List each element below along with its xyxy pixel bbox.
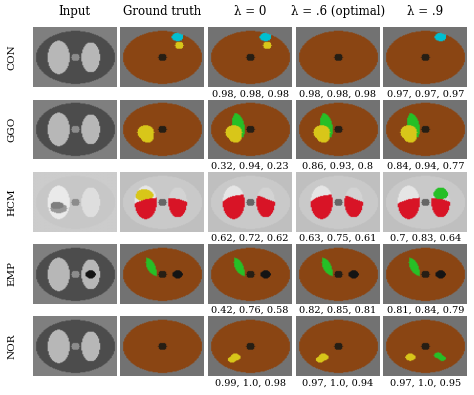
Text: 0.82, 0.85, 0.81: 0.82, 0.85, 0.81 — [299, 306, 376, 315]
Text: 0.81, 0.84, 0.79: 0.81, 0.84, 0.79 — [387, 306, 464, 315]
Text: 0.98, 0.98, 0.98: 0.98, 0.98, 0.98 — [299, 89, 376, 98]
Text: λ = .9: λ = .9 — [407, 5, 444, 18]
Text: 0.7, 0.83, 0.64: 0.7, 0.83, 0.64 — [390, 234, 461, 243]
Text: 0.62, 0.72, 0.62: 0.62, 0.72, 0.62 — [211, 234, 289, 243]
Text: Input: Input — [59, 5, 91, 18]
Text: 0.32, 0.94, 0.23: 0.32, 0.94, 0.23 — [211, 162, 289, 171]
Text: 0.97, 1.0, 0.94: 0.97, 1.0, 0.94 — [302, 378, 374, 387]
Text: 0.99, 1.0, 0.98: 0.99, 1.0, 0.98 — [215, 378, 285, 387]
Text: λ = 0: λ = 0 — [234, 5, 266, 18]
Text: CON: CON — [7, 44, 16, 70]
Text: NOR: NOR — [7, 333, 16, 359]
Text: GGO: GGO — [7, 117, 16, 142]
Text: 0.63, 0.75, 0.61: 0.63, 0.75, 0.61 — [299, 234, 376, 243]
Text: EMP: EMP — [7, 261, 16, 286]
Text: 0.97, 1.0, 0.95: 0.97, 1.0, 0.95 — [390, 378, 461, 387]
Text: 0.86, 0.93, 0.8: 0.86, 0.93, 0.8 — [302, 162, 373, 171]
Text: Ground truth: Ground truth — [123, 5, 201, 18]
Text: 0.97, 0.97, 0.97: 0.97, 0.97, 0.97 — [387, 89, 464, 98]
Text: 0.42, 0.76, 0.58: 0.42, 0.76, 0.58 — [211, 306, 289, 315]
Text: HCM: HCM — [7, 188, 16, 216]
Text: 0.84, 0.94, 0.77: 0.84, 0.94, 0.77 — [387, 162, 464, 171]
Text: 0.98, 0.98, 0.98: 0.98, 0.98, 0.98 — [211, 89, 289, 98]
Text: λ = .6 (optimal): λ = .6 (optimal) — [291, 5, 385, 18]
